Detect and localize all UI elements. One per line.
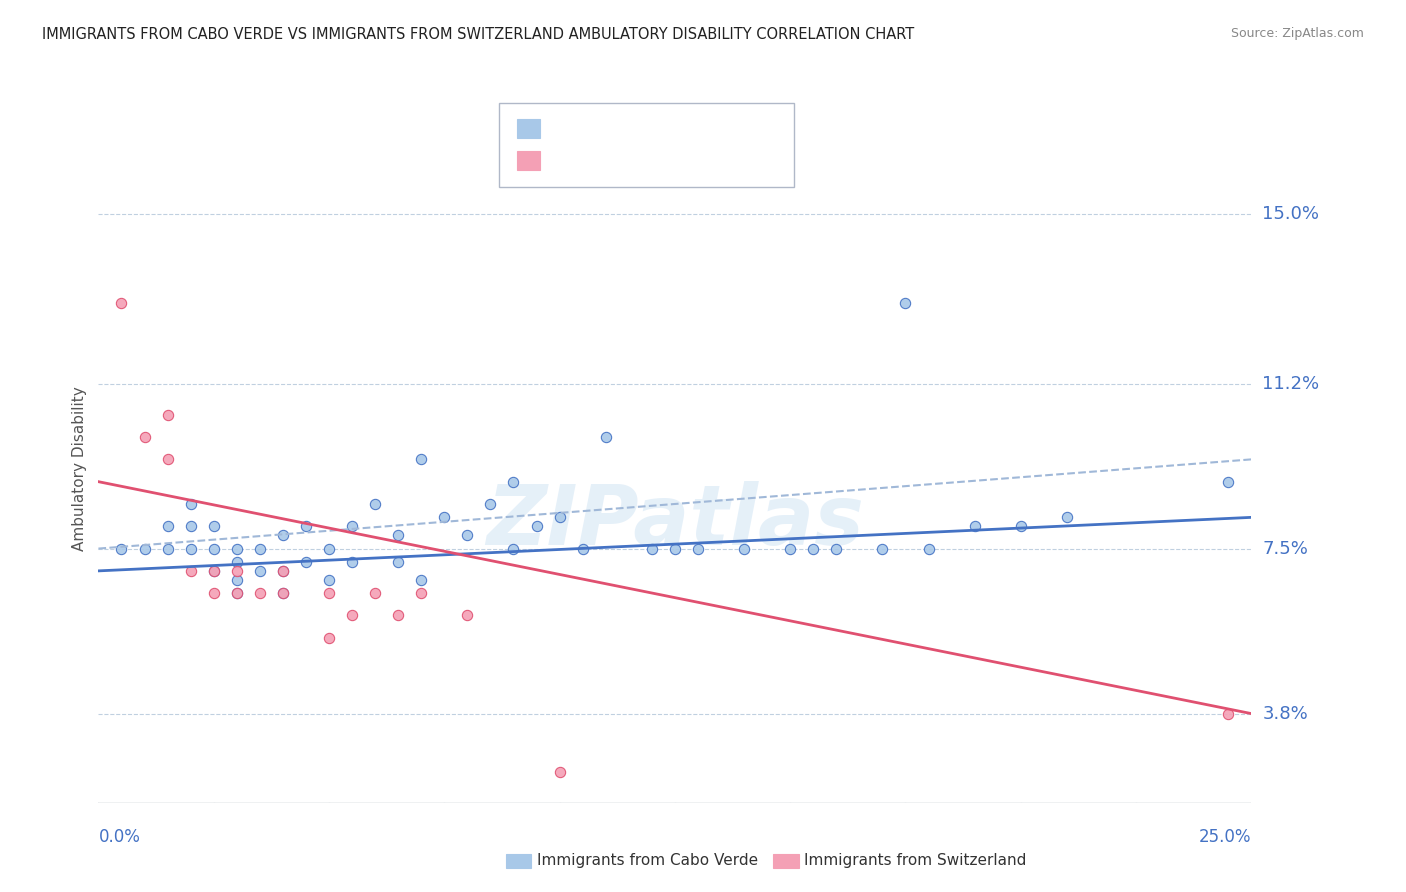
Text: 3.8%: 3.8% (1263, 705, 1308, 723)
Text: 15.0%: 15.0% (1263, 205, 1319, 223)
Text: R =  0.135   N = 53: R = 0.135 N = 53 (548, 120, 711, 137)
Text: Source: ZipAtlas.com: Source: ZipAtlas.com (1230, 27, 1364, 40)
Point (502, 541, 524, 556)
Point (202, 564, 225, 578)
Text: ZIPatlas: ZIPatlas (486, 482, 863, 562)
Point (225, 555, 247, 569)
Point (156, 408, 179, 422)
Text: IMMIGRANTS FROM CABO VERDE VS IMMIGRANTS FROM SWITZERLAND AMBULATORY DISABILITY : IMMIGRANTS FROM CABO VERDE VS IMMIGRANTS… (42, 27, 914, 42)
Point (571, 541, 593, 556)
Point (825, 541, 848, 556)
Point (502, 475, 524, 489)
Point (271, 586, 294, 600)
Text: 0.0%: 0.0% (98, 828, 141, 846)
Point (295, 555, 318, 569)
Point (134, 541, 156, 556)
Y-axis label: Ambulatory Disability: Ambulatory Disability (72, 386, 87, 550)
Point (595, 430, 617, 444)
Point (801, 541, 824, 556)
Point (387, 608, 409, 623)
Point (411, 452, 433, 467)
Point (387, 528, 409, 542)
Point (295, 519, 318, 533)
Text: 25.0%: 25.0% (1199, 828, 1251, 846)
Point (340, 608, 363, 623)
Point (225, 541, 247, 556)
Point (1056, 510, 1078, 524)
Point (340, 555, 363, 569)
Point (225, 564, 247, 578)
Point (1010, 519, 1032, 533)
Point (917, 541, 939, 556)
Point (686, 541, 709, 556)
Point (180, 541, 202, 556)
Point (364, 497, 387, 511)
Point (225, 586, 247, 600)
Point (548, 764, 571, 779)
Point (249, 541, 271, 556)
Point (202, 586, 225, 600)
Point (456, 528, 478, 542)
Point (225, 586, 247, 600)
Point (156, 452, 179, 467)
Text: 7.5%: 7.5% (1263, 540, 1309, 558)
Point (411, 573, 433, 587)
Text: Immigrants from Switzerland: Immigrants from Switzerland (804, 854, 1026, 868)
Point (156, 541, 179, 556)
Point (894, 296, 917, 310)
Point (779, 541, 801, 556)
Point (180, 497, 202, 511)
Point (364, 586, 387, 600)
Point (733, 541, 755, 556)
Text: Immigrants from Cabo Verde: Immigrants from Cabo Verde (537, 854, 758, 868)
Point (641, 541, 664, 556)
Point (271, 528, 294, 542)
Point (249, 586, 271, 600)
Point (180, 564, 202, 578)
Point (526, 519, 548, 533)
Text: 11.2%: 11.2% (1263, 375, 1320, 392)
Point (872, 541, 894, 556)
Point (225, 573, 247, 587)
Point (340, 519, 363, 533)
Point (156, 519, 179, 533)
Point (664, 541, 686, 556)
Point (318, 586, 340, 600)
Point (202, 564, 225, 578)
Point (318, 573, 340, 587)
Point (456, 608, 478, 623)
Point (180, 519, 202, 533)
Point (433, 510, 456, 524)
Point (1218, 706, 1240, 721)
Point (318, 541, 340, 556)
Point (271, 564, 294, 578)
Point (387, 555, 409, 569)
Point (1218, 475, 1240, 489)
Point (963, 519, 986, 533)
Point (271, 564, 294, 578)
Point (249, 564, 271, 578)
Point (202, 541, 225, 556)
Point (548, 510, 571, 524)
Point (134, 430, 156, 444)
Point (411, 586, 433, 600)
Text: R = -0.255   N =  21: R = -0.255 N = 21 (548, 152, 717, 169)
Point (271, 586, 294, 600)
Point (202, 519, 225, 533)
Point (318, 631, 340, 645)
Point (110, 541, 132, 556)
Point (110, 296, 132, 310)
Point (479, 497, 502, 511)
